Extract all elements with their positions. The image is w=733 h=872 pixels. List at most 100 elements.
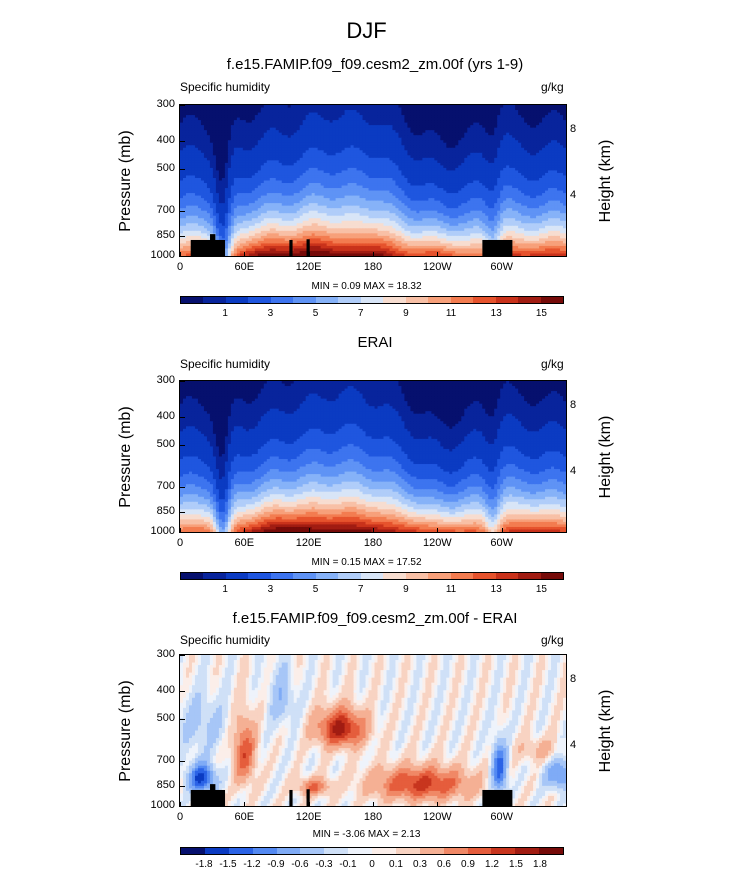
heatmap-cell xyxy=(296,147,301,151)
heatmap-cell xyxy=(434,147,438,151)
heatmap-cell xyxy=(377,145,382,149)
heatmap-cell xyxy=(449,180,453,184)
heatmap-cell xyxy=(512,137,516,141)
heatmap-cell xyxy=(512,193,516,197)
heatmap-cell xyxy=(218,193,223,197)
heatmap-cell xyxy=(395,175,400,179)
heatmap-cell xyxy=(194,127,199,131)
heatmap-cell xyxy=(434,130,438,134)
heatmap-cell xyxy=(302,198,307,202)
heatmap-cell xyxy=(191,195,196,199)
heatmap-cell xyxy=(245,137,250,141)
heatmap-cell xyxy=(440,180,444,184)
heatmap-cell xyxy=(428,130,432,134)
heatmap-cell xyxy=(383,117,388,121)
heatmap-cell xyxy=(341,170,346,174)
heatmap-cell xyxy=(410,157,414,161)
heatmap-cell xyxy=(308,172,313,177)
heatmap-cell xyxy=(554,125,558,129)
heatmap-cell xyxy=(218,175,223,179)
heatmap-cell xyxy=(446,120,450,124)
heatmap-cell xyxy=(272,140,277,144)
heatmap-cell xyxy=(401,157,406,161)
heatmap-cell xyxy=(290,130,295,134)
heatmap-cell xyxy=(485,115,489,119)
heatmap-cell xyxy=(254,185,259,189)
heatmap-cell xyxy=(314,177,319,182)
heatmap-cell xyxy=(284,107,289,111)
heatmap-cell xyxy=(470,193,474,197)
heatmap-cell xyxy=(209,122,214,126)
heatmap-cell xyxy=(308,185,313,189)
heatmap-cell xyxy=(344,167,349,172)
heatmap-cell xyxy=(560,120,564,124)
heatmap-cell xyxy=(218,157,223,161)
heatmap-cell xyxy=(443,115,447,119)
heatmap-cell xyxy=(272,130,277,134)
heatmap-cell xyxy=(560,115,564,119)
heatmap-cell xyxy=(371,180,376,184)
heatmap-cell xyxy=(326,127,331,131)
heatmap-cell xyxy=(425,137,429,141)
heatmap-cell xyxy=(407,132,411,136)
heatmap-cell xyxy=(233,175,238,179)
heatmap-cell xyxy=(554,198,558,202)
heatmap-cell xyxy=(386,110,391,114)
heatmap-cell xyxy=(230,172,235,177)
heatmap-cell xyxy=(407,155,411,159)
heatmap-cell xyxy=(542,130,546,134)
heatmap-cell xyxy=(494,125,498,129)
heatmap-cell xyxy=(254,142,259,146)
heatmap-cell xyxy=(449,142,453,146)
heatmap-cell xyxy=(182,137,187,141)
heatmap-cell xyxy=(386,167,391,172)
heatmap-cell xyxy=(317,177,322,182)
heatmap-cell xyxy=(359,117,364,121)
heatmap-cell xyxy=(539,107,543,111)
heatmap-cell xyxy=(512,190,516,194)
heatmap-cell xyxy=(338,105,343,109)
heatmap-cell xyxy=(227,190,232,194)
heatmap-cell xyxy=(338,165,343,169)
heatmap-cell xyxy=(518,130,522,134)
heatmap-cell xyxy=(431,172,435,177)
heatmap-cell xyxy=(467,160,471,164)
heatmap-cell xyxy=(293,115,298,119)
heatmap-cell xyxy=(413,122,417,126)
heatmap-cell xyxy=(431,175,435,179)
heatmap-cell xyxy=(278,140,283,144)
heatmap-cell xyxy=(287,165,292,169)
heatmap-cell xyxy=(458,195,462,199)
heatmap-cell xyxy=(242,188,247,192)
heatmap-cell xyxy=(191,185,196,189)
heatmap-cell xyxy=(545,152,549,156)
heatmap-cell xyxy=(533,195,537,199)
heatmap-cell xyxy=(512,145,516,149)
heatmap-cell xyxy=(374,122,379,126)
heatmap-cell xyxy=(347,162,352,166)
heatmap-cell xyxy=(422,155,426,159)
heatmap-cell xyxy=(356,120,361,124)
heatmap-cell xyxy=(341,120,346,124)
heatmap-cell xyxy=(368,142,373,146)
heatmap-cell xyxy=(296,132,301,136)
heatmap-cell xyxy=(236,167,241,172)
heatmap-cell xyxy=(389,180,394,184)
heatmap-cell xyxy=(260,198,265,202)
heatmap-cell xyxy=(239,110,244,114)
heatmap-cell xyxy=(377,190,382,194)
heatmap-cell xyxy=(224,135,229,139)
heatmap-cell xyxy=(467,120,471,124)
heatmap-cell xyxy=(332,137,337,141)
heatmap-cell xyxy=(455,117,459,121)
heatmap-cell xyxy=(416,165,420,169)
heatmap-cell xyxy=(392,185,397,189)
heatmap-cell xyxy=(479,145,483,149)
heatmap-cell xyxy=(314,180,319,184)
heatmap-cell xyxy=(503,157,507,161)
heatmap-cell xyxy=(305,157,310,161)
heatmap-cell xyxy=(398,177,403,182)
heatmap-cell xyxy=(269,198,274,202)
heatmap-cell xyxy=(251,132,256,136)
heatmap-cell xyxy=(497,177,501,182)
